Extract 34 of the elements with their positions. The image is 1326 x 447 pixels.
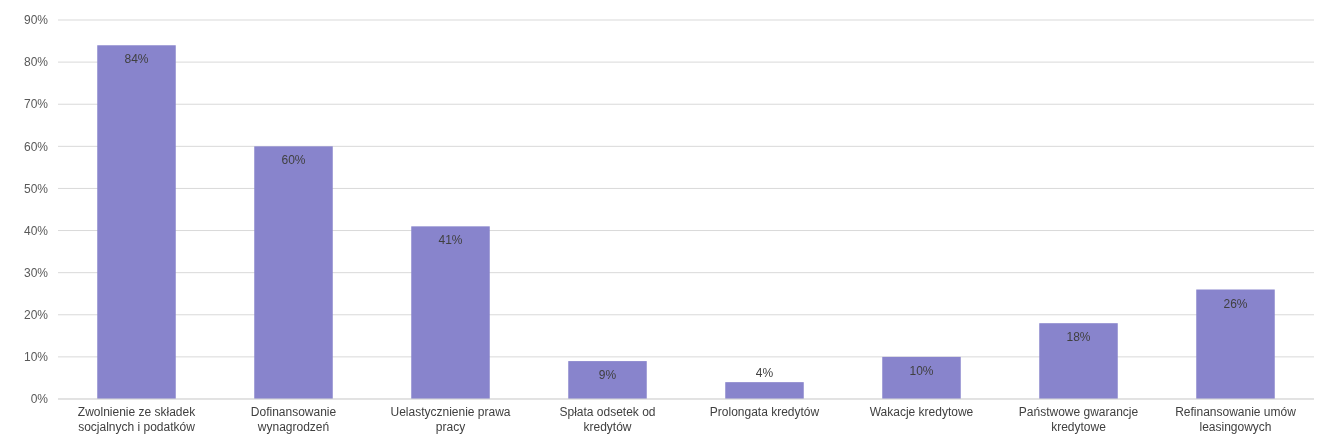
x-tick-label: Refinansowanie umów leasingowych	[1175, 405, 1297, 434]
y-tick-label: 50%	[23, 181, 49, 196]
data-label: 4%	[755, 366, 774, 381]
x-tick-label: Wakacje kredytowe	[869, 405, 974, 419]
y-tick-label: 0%	[30, 392, 49, 407]
bar	[568, 361, 647, 399]
x-tick-label: Państwowe gwarancje kredytowe	[1018, 405, 1139, 434]
y-tick-label: 70%	[23, 97, 49, 112]
data-label: 9%	[598, 368, 617, 383]
y-tick-label: 30%	[23, 265, 49, 280]
y-tick-label: 60%	[23, 139, 49, 154]
x-tick-label: Zwolnienie ze składek socjalnych i podatków	[77, 405, 197, 434]
bar	[882, 356, 961, 399]
bar	[1039, 323, 1118, 399]
x-tick-label: Dofinansowanie wynagrodzeń	[250, 405, 337, 434]
bar	[411, 226, 490, 399]
data-label: 60%	[281, 153, 306, 168]
y-tick-label: 10%	[23, 350, 49, 365]
x-tick-label: Prolongata kredytów	[709, 405, 820, 419]
data-label: 10%	[909, 363, 934, 378]
bar	[1196, 289, 1275, 399]
y-tick-label: 80%	[23, 55, 49, 70]
y-tick-label: 90%	[23, 13, 49, 28]
x-tick-label: Spłata odsetek od kredytów	[559, 405, 656, 434]
data-label: 84%	[124, 52, 149, 67]
y-tick-label: 40%	[23, 223, 49, 238]
x-tick-label: Uelastycznienie prawa pracy	[390, 405, 511, 434]
data-label: 18%	[1066, 330, 1091, 345]
data-label: 41%	[438, 233, 463, 248]
bar	[254, 146, 333, 399]
data-label: 26%	[1223, 296, 1248, 311]
bar	[97, 45, 176, 399]
y-tick-label: 20%	[23, 307, 49, 322]
bar	[725, 382, 804, 399]
